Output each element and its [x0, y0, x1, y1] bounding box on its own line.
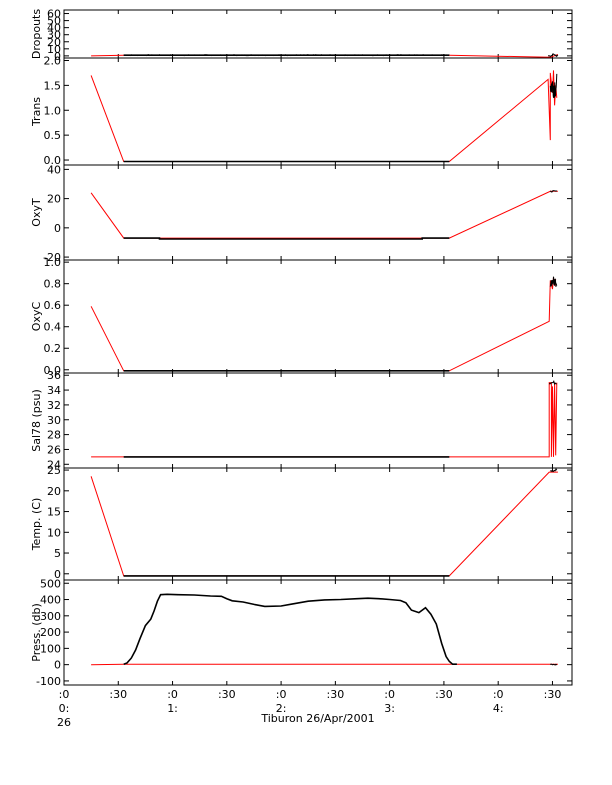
y-tick-label: 0.0: [44, 364, 62, 377]
x-axis: :00:26:30:01::30:02::30:03::30:04::30: [57, 688, 561, 729]
y-tick-label: 100: [40, 642, 61, 655]
measured-noise: [123, 54, 450, 57]
y-tick-label: 40: [47, 22, 61, 35]
y-tick-label: 0: [54, 659, 61, 672]
x-axis-label: Tiburon 26/Apr/2001: [260, 712, 374, 725]
y-tick-label: 0.4: [44, 321, 62, 334]
x-tick-label: :30: [544, 688, 562, 701]
y-tick-label: 20: [47, 485, 61, 498]
y-axis-label: Trans: [30, 97, 43, 127]
x-tick-label: 0:: [59, 702, 70, 715]
y-axis-label: Sal78 (psu): [30, 389, 43, 452]
panel-frame: [63, 579, 573, 686]
y-tick-label: -20: [43, 251, 61, 264]
measured-burst: [547, 53, 559, 58]
interpolated-series: [90, 70, 558, 162]
x-tick-label: :30: [218, 688, 236, 701]
y-tick-label: 60: [47, 8, 61, 21]
y-tick-label: 1.0: [44, 256, 62, 269]
panel-3: 0.0 0.2 0.4 0.6 0.8 1.0 OxyC: [30, 256, 573, 377]
panel-frame: [63, 164, 573, 261]
interpolated-series: [90, 277, 557, 372]
panel-1: 0.0 0.5 1.0 1.5 2.0 Trans: [30, 54, 573, 167]
interpolated-series: [90, 190, 558, 239]
x-tick-label: 3:: [384, 702, 395, 715]
measured-burst: [549, 276, 558, 287]
x-tick-label: 4:: [493, 702, 504, 715]
interpolated-series: [90, 471, 558, 577]
y-tick-label: 50: [47, 15, 61, 28]
x-tick-label: 1:: [167, 702, 178, 715]
y-tick-label: 24: [47, 458, 61, 471]
y-tick-label: 0: [54, 50, 61, 63]
x-tick-label: 26: [57, 716, 71, 729]
x-tick-label: :30: [435, 688, 453, 701]
y-tick-label: 500: [40, 577, 61, 590]
y-tick-label: 0.5: [44, 129, 62, 142]
x-tick-label: :30: [109, 688, 127, 701]
measured-series: [123, 237, 450, 240]
y-axis-label: OxyT: [30, 198, 43, 227]
panel-frame: [63, 467, 573, 581]
measured-burst: [548, 380, 557, 385]
y-tick-label: 0.0: [44, 154, 62, 167]
y-tick-label: 15: [47, 506, 61, 519]
y-tick-label: 30: [47, 29, 61, 42]
y-tick-label: 0.6: [44, 299, 62, 312]
y-tick-label: 10: [47, 526, 61, 539]
y-axis-label: OxyC: [30, 302, 43, 332]
x-tick-label: :0: [384, 688, 395, 701]
x-tick-label: :0: [167, 688, 178, 701]
y-tick-label: 200: [40, 626, 61, 639]
panel-frame: [63, 259, 573, 374]
y-tick-label: 26: [47, 443, 61, 456]
interpolated-series: [91, 663, 558, 666]
y-tick-label: 30: [47, 414, 61, 427]
y-tick-label: 1.5: [44, 79, 62, 92]
y-tick-label: 40: [47, 163, 61, 176]
y-tick-label: 0: [54, 222, 61, 235]
measured-series: [123, 593, 457, 666]
panel-5: 0 5 10 15 20 25 Temp. (C): [30, 464, 573, 581]
y-axis-label: Press. (db): [30, 603, 43, 662]
panel-frame: [63, 372, 573, 469]
y-tick-label: 0.2: [44, 342, 62, 355]
y-tick-label: 10: [47, 43, 61, 56]
panel-frame: [63, 9, 573, 59]
panel-6: -100 0 100 200 300 400 500 Press. (db): [30, 577, 573, 688]
measured-burst: [550, 663, 558, 666]
y-tick-label: 28: [47, 429, 61, 442]
x-tick-label: :0: [59, 688, 70, 701]
y-axis-label: Temp. (C): [30, 498, 43, 552]
x-tick-label: :30: [327, 688, 345, 701]
panel-frame: [63, 57, 573, 166]
y-tick-label: 300: [40, 610, 61, 623]
x-tick-label: :0: [493, 688, 504, 701]
chart-panels: 0102030405060Dropouts0.00.51.01.52.0Tran…: [30, 8, 573, 688]
y-tick-label: 2.0: [44, 54, 62, 67]
measured-burst: [549, 467, 558, 473]
y-tick-label: 32: [47, 399, 61, 412]
y-tick-label: 20: [47, 36, 61, 49]
x-tick-label: :0: [276, 688, 287, 701]
measured-burst: [549, 190, 558, 193]
y-tick-label: 20: [47, 193, 61, 206]
y-tick-label: -100: [36, 675, 61, 688]
y-tick-label: 25: [47, 464, 61, 477]
y-tick-label: 400: [40, 594, 61, 607]
interpolated-series: [91, 382, 558, 458]
panel-2: -20 0 20 40 OxyT: [30, 163, 573, 264]
y-tick-label: 0.8: [44, 278, 62, 291]
y-tick-label: 36: [47, 369, 61, 382]
y-tick-label: 1.0: [44, 104, 62, 117]
y-tick-label: 0: [54, 568, 61, 581]
y-axis-label: Dropouts: [30, 9, 43, 59]
x-tick-label: 2:: [276, 702, 287, 715]
y-tick-label: 34: [47, 384, 61, 397]
y-tick-label: 5: [54, 547, 61, 560]
measured-burst: [549, 73, 558, 98]
